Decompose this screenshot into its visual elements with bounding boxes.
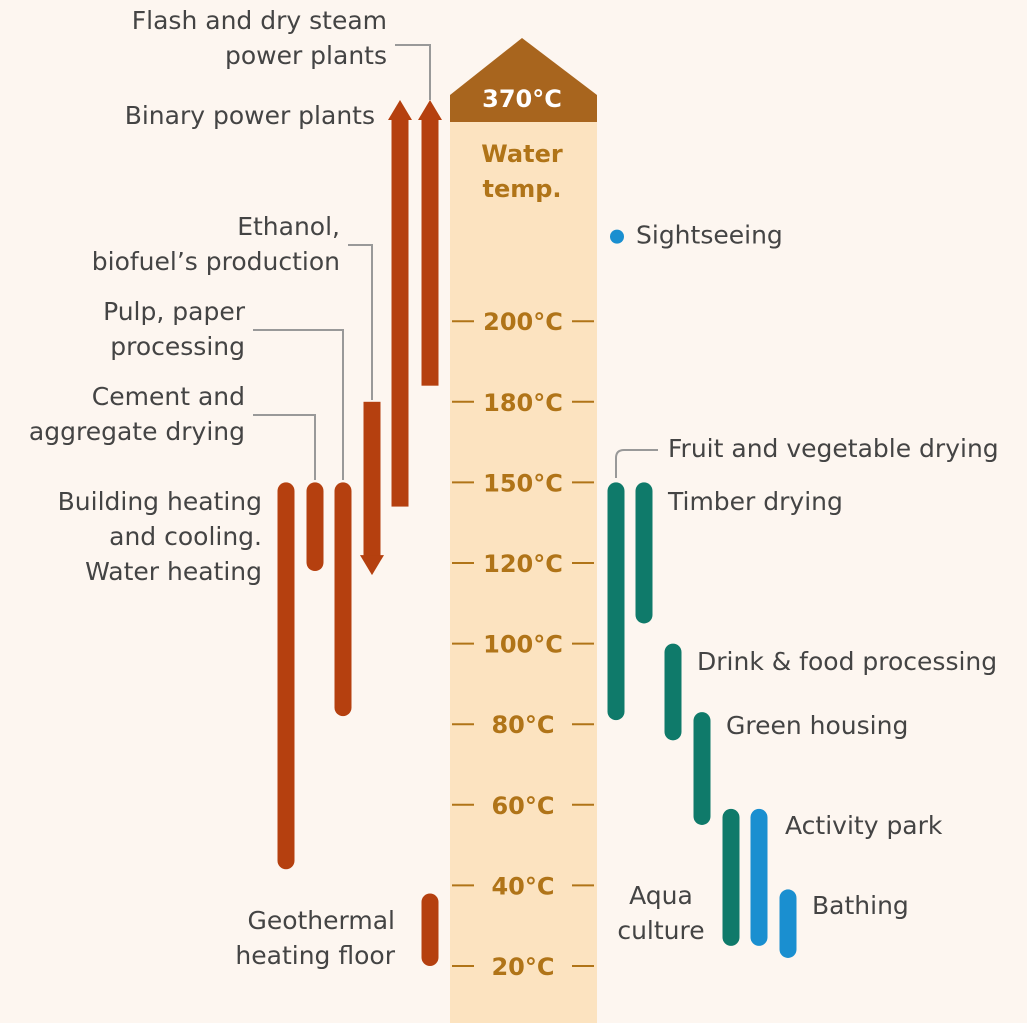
arrow-head bbox=[360, 555, 384, 576]
range-label: heating floor bbox=[235, 941, 395, 970]
axis-label: Water bbox=[481, 140, 563, 168]
range-bar bbox=[421, 118, 439, 386]
range-bar bbox=[391, 118, 409, 507]
y-tick-label: 200°C bbox=[483, 308, 563, 336]
arrow-head bbox=[388, 100, 412, 120]
range-bar bbox=[693, 712, 711, 825]
range-label: Building heating bbox=[58, 487, 262, 516]
range-label: biofuel’s production bbox=[92, 247, 340, 276]
range-label: Timber drying bbox=[667, 487, 843, 516]
range-bar bbox=[277, 482, 295, 870]
range-label: Cement and bbox=[92, 382, 245, 411]
y-tick-label: 180°C bbox=[483, 389, 563, 417]
range-label: power plants bbox=[225, 41, 387, 70]
range-bar bbox=[363, 401, 381, 558]
y-tick-label: 80°C bbox=[491, 711, 554, 739]
leader-line bbox=[253, 329, 344, 480]
range-label: culture bbox=[617, 916, 704, 945]
column-roof bbox=[450, 38, 597, 122]
range-label: Activity park bbox=[785, 811, 943, 840]
range-bar bbox=[779, 889, 797, 958]
range-label: Pulp, paper bbox=[103, 297, 246, 326]
range-label: Ethanol, bbox=[237, 212, 340, 241]
range-bar bbox=[722, 808, 740, 946]
axis-label: temp. bbox=[482, 175, 561, 203]
range-bar bbox=[334, 482, 352, 717]
range-label: Flash and dry steam bbox=[132, 6, 387, 35]
range-bar bbox=[306, 482, 324, 572]
point-label: Sightseeing bbox=[636, 221, 783, 250]
y-tick-label: 60°C bbox=[491, 792, 554, 820]
range-label: aggregate drying bbox=[29, 417, 245, 446]
leader-line bbox=[348, 244, 373, 400]
range-label: Geothermal bbox=[247, 906, 395, 935]
point bbox=[610, 229, 624, 244]
y-tick-label: 40°C bbox=[491, 872, 554, 900]
leader-line bbox=[395, 44, 431, 100]
range-label: and cooling. bbox=[109, 522, 262, 551]
y-tick-label: 20°C bbox=[491, 953, 554, 981]
range-label: Bathing bbox=[812, 891, 909, 920]
range-label: Drink & food processing bbox=[697, 647, 997, 676]
range-label: Aqua bbox=[629, 881, 693, 910]
temp-column bbox=[450, 110, 597, 1023]
range-bar bbox=[635, 482, 653, 624]
range-label: Binary power plants bbox=[125, 101, 375, 130]
y-tick-label: 120°C bbox=[483, 550, 563, 578]
range-bar bbox=[750, 808, 768, 946]
range-label: Fruit and vegetable drying bbox=[668, 434, 999, 463]
y-tick-label: 150°C bbox=[483, 469, 563, 497]
range-bar bbox=[607, 482, 625, 721]
range-bar bbox=[421, 893, 439, 966]
leader-line bbox=[253, 414, 316, 480]
range-bar bbox=[664, 643, 682, 741]
range-label: Water heating bbox=[85, 557, 262, 586]
arrow-head bbox=[418, 100, 442, 120]
leader-line bbox=[615, 449, 658, 478]
range-label: Green housing bbox=[726, 711, 908, 740]
top-label: 370°C bbox=[482, 85, 562, 113]
range-label: processing bbox=[110, 332, 245, 361]
y-tick-label: 100°C bbox=[483, 631, 563, 659]
